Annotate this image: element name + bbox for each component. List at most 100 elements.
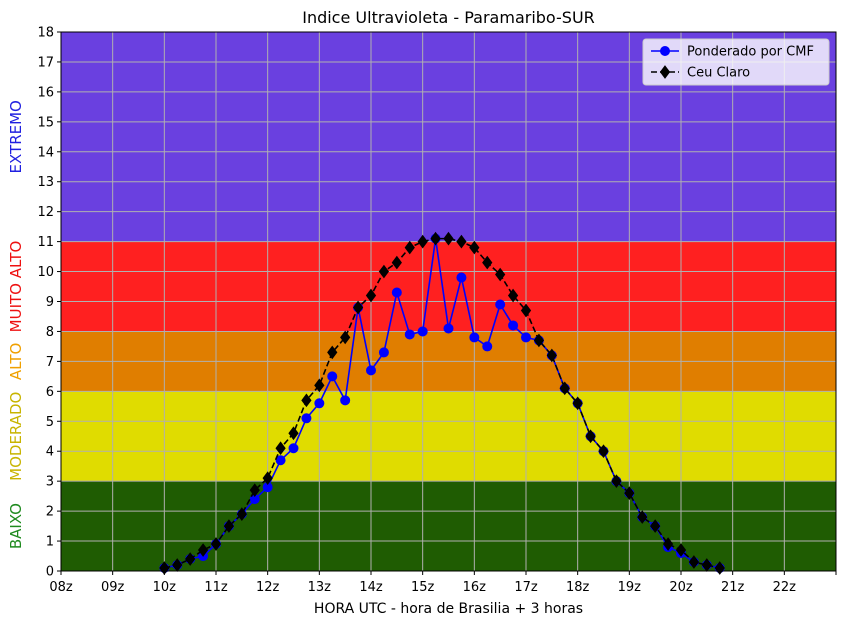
data-point [508,320,519,331]
data-point [482,255,493,270]
data-point [327,371,338,382]
data-point [521,332,531,343]
data-point [404,240,415,255]
y-tick-label: 18 [37,26,54,41]
data-point [482,341,493,352]
data-point [572,396,583,411]
data-point [378,264,390,279]
y-tick-label: 3 [46,475,54,490]
y-tick-label: 4 [46,445,54,460]
band-labels: BAIXO MODERADO ALTO MUITO ALTO EXTREMO [7,100,25,549]
y-tick-label: 1 [46,535,54,550]
data-point [520,303,532,318]
y-tick-label: 14 [37,145,54,160]
risk-bands [61,32,836,571]
data-point [301,413,312,424]
x-tick-label: 18z [566,580,590,595]
band-label-baixo: BAIXO [7,503,25,549]
data-point [430,231,441,246]
data-point [662,537,674,551]
legend-marker [660,46,670,56]
y-tick-label: 11 [37,235,54,250]
x-tick-label: 08z [49,580,73,595]
y-tick-label: 9 [46,295,54,310]
x-tick-label: 14z [359,580,383,595]
data-point [275,441,286,456]
band-label-extremo: EXTREMO [7,100,25,173]
data-point [391,287,402,298]
data-point [650,519,661,533]
data-point [249,483,260,497]
series-ceu-claro [159,231,725,575]
data-point [391,255,402,270]
x-tick-label: 17z [514,580,538,595]
data-point [675,543,687,557]
x-tick-label: 13z [308,580,332,595]
y-tick-label: 15 [37,115,54,130]
y-tick-label: 10 [37,265,54,280]
x-tick-label: 15z [411,580,435,595]
data-point [714,561,725,575]
legend-item: Ponderado por CMF [651,45,814,60]
data-point [624,486,635,500]
y-tick-label: 0 [46,565,54,580]
data-point [197,543,209,557]
data-point [611,474,622,489]
legend-marker [659,65,671,79]
y-tick-label: 17 [37,55,54,70]
y-tick-label: 2 [46,505,54,520]
data-point [417,326,428,337]
band-label-muito-alto: MUITO ALTO [7,241,25,333]
series-layer [159,231,725,575]
band-baixo [61,481,836,571]
data-point [456,234,467,249]
data-point [288,443,299,454]
x-tick-label: 11z [204,580,228,595]
grid-lines [60,31,837,572]
data-point [469,332,480,343]
data-point [365,288,377,303]
data-point [495,299,506,310]
data-point [546,348,557,363]
data-point [340,330,351,345]
x-tick-label: 09z [101,580,125,595]
data-point [533,333,545,348]
data-point [585,429,596,444]
data-point [314,398,325,409]
data-point [598,444,609,459]
data-point [637,510,648,524]
legend-box [642,38,830,86]
data-point [559,381,570,396]
legend: Ponderado por CMF Ceu Claro [642,38,830,86]
legend-label: Ponderado por CMF [687,45,814,60]
x-axis-label: HORA UTC - hora de Brasilia + 3 horas [314,601,583,617]
data-point [288,426,299,441]
y-tick-label: 6 [46,385,54,400]
data-point [443,323,454,334]
chart-title: Indice Ultravioleta - Paramaribo-SUR [302,8,595,27]
data-point [469,240,480,255]
y-tick-label: 13 [37,175,54,190]
data-point [185,552,196,566]
y-tick-label: 16 [37,85,54,100]
data-point [495,267,506,282]
data-point [314,378,325,393]
y-tick-label: 8 [46,325,54,340]
data-point [378,347,389,358]
data-point [507,288,519,303]
legend-item: Ceu Claro [651,65,750,81]
data-point [417,234,428,249]
x-tick-label: 22z [773,580,797,595]
data-point [404,329,415,340]
y-tick-label: 12 [37,205,54,220]
data-point [223,519,235,533]
y-tick-label: 5 [46,415,54,430]
data-point [443,231,454,246]
x-tick-label: 19z [618,580,642,595]
data-point [327,345,338,360]
data-point [262,471,273,486]
x-axis: 08z 09z 10z 11z 12z 13z 14z 15z 16z 17z 18z 19z 20z 2… [49,571,837,595]
x-tick-label: 16z [463,580,487,595]
